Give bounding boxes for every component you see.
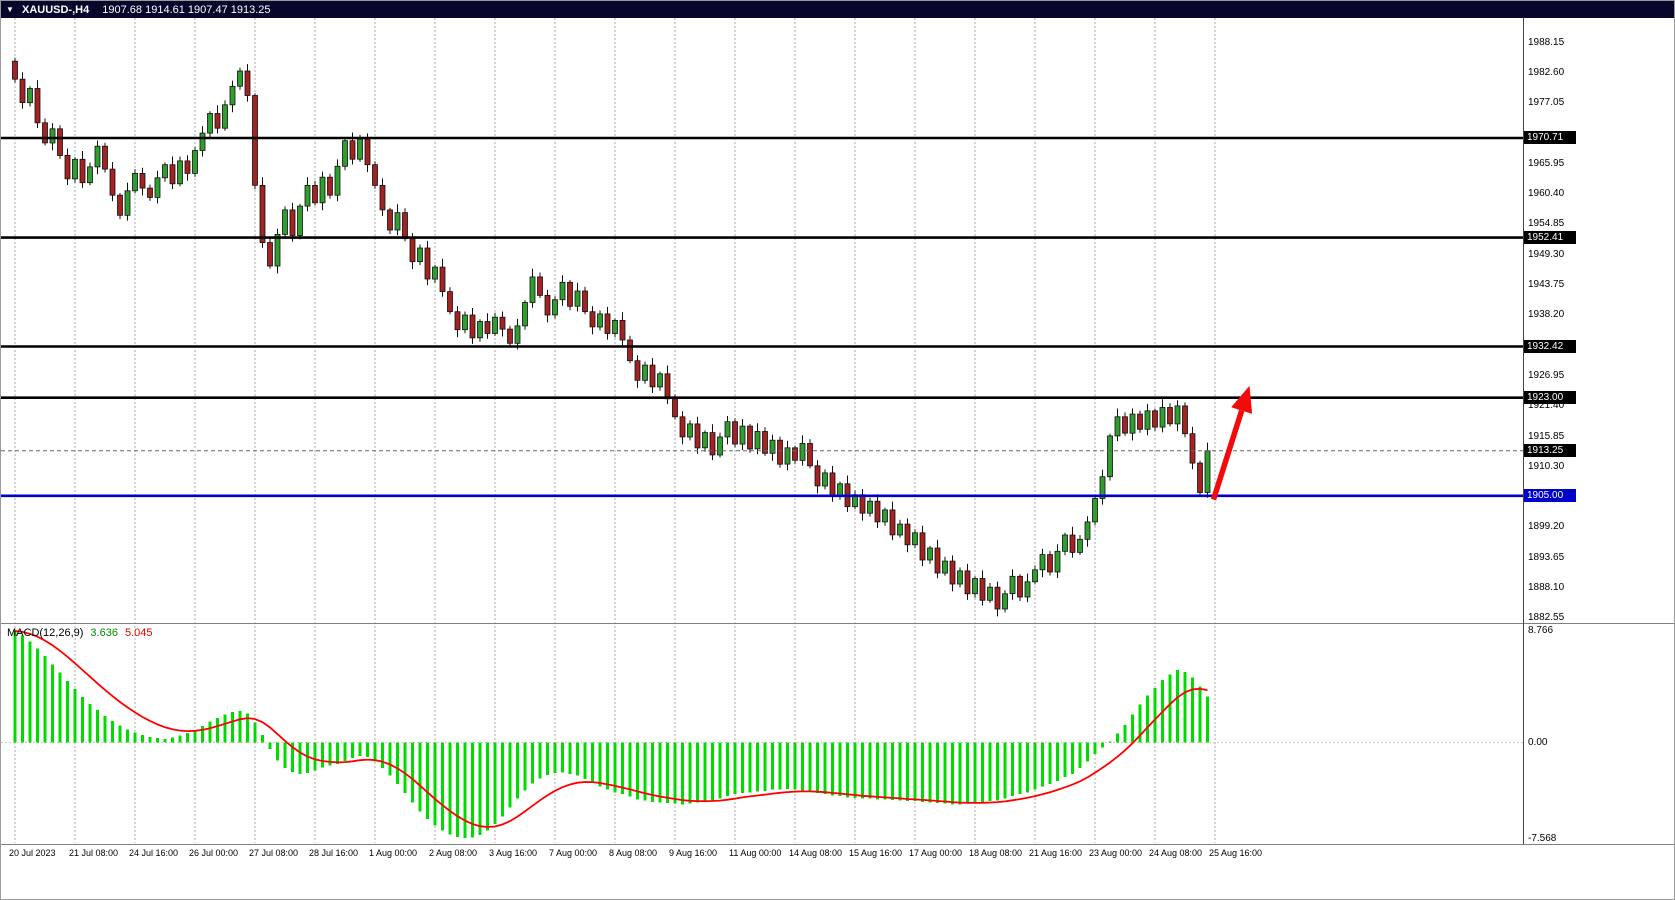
- grid-lines: [1, 18, 1523, 843]
- price-level-lines[interactable]: [1, 136, 1523, 498]
- ohlc-values: 1907.68 1914.61 1907.47 1913.25: [102, 4, 271, 16]
- macd-main-value: 3.636: [90, 627, 118, 639]
- macd-indicator-label: MACD(12,26,9) 3.636 5.045: [7, 627, 152, 639]
- panel-separators: [1, 18, 1674, 845]
- macd-name: MACD(12,26,9): [7, 627, 84, 639]
- candlesticks: [12, 57, 1211, 617]
- trend-arrow[interactable]: [1210, 385, 1253, 501]
- chart-header: ▼ XAUUSD-,H4 1907.68 1914.61 1907.47 191…: [1, 1, 1674, 18]
- symbol-timeframe-label: XAUUSD-,H4: [21, 4, 90, 16]
- macd-histogram: [13, 631, 1209, 839]
- macd-signal-line: [14, 630, 1208, 828]
- macd-signal-value: 5.045: [124, 627, 153, 639]
- symbol-triangle-icon[interactable]: ▼: [6, 5, 14, 14]
